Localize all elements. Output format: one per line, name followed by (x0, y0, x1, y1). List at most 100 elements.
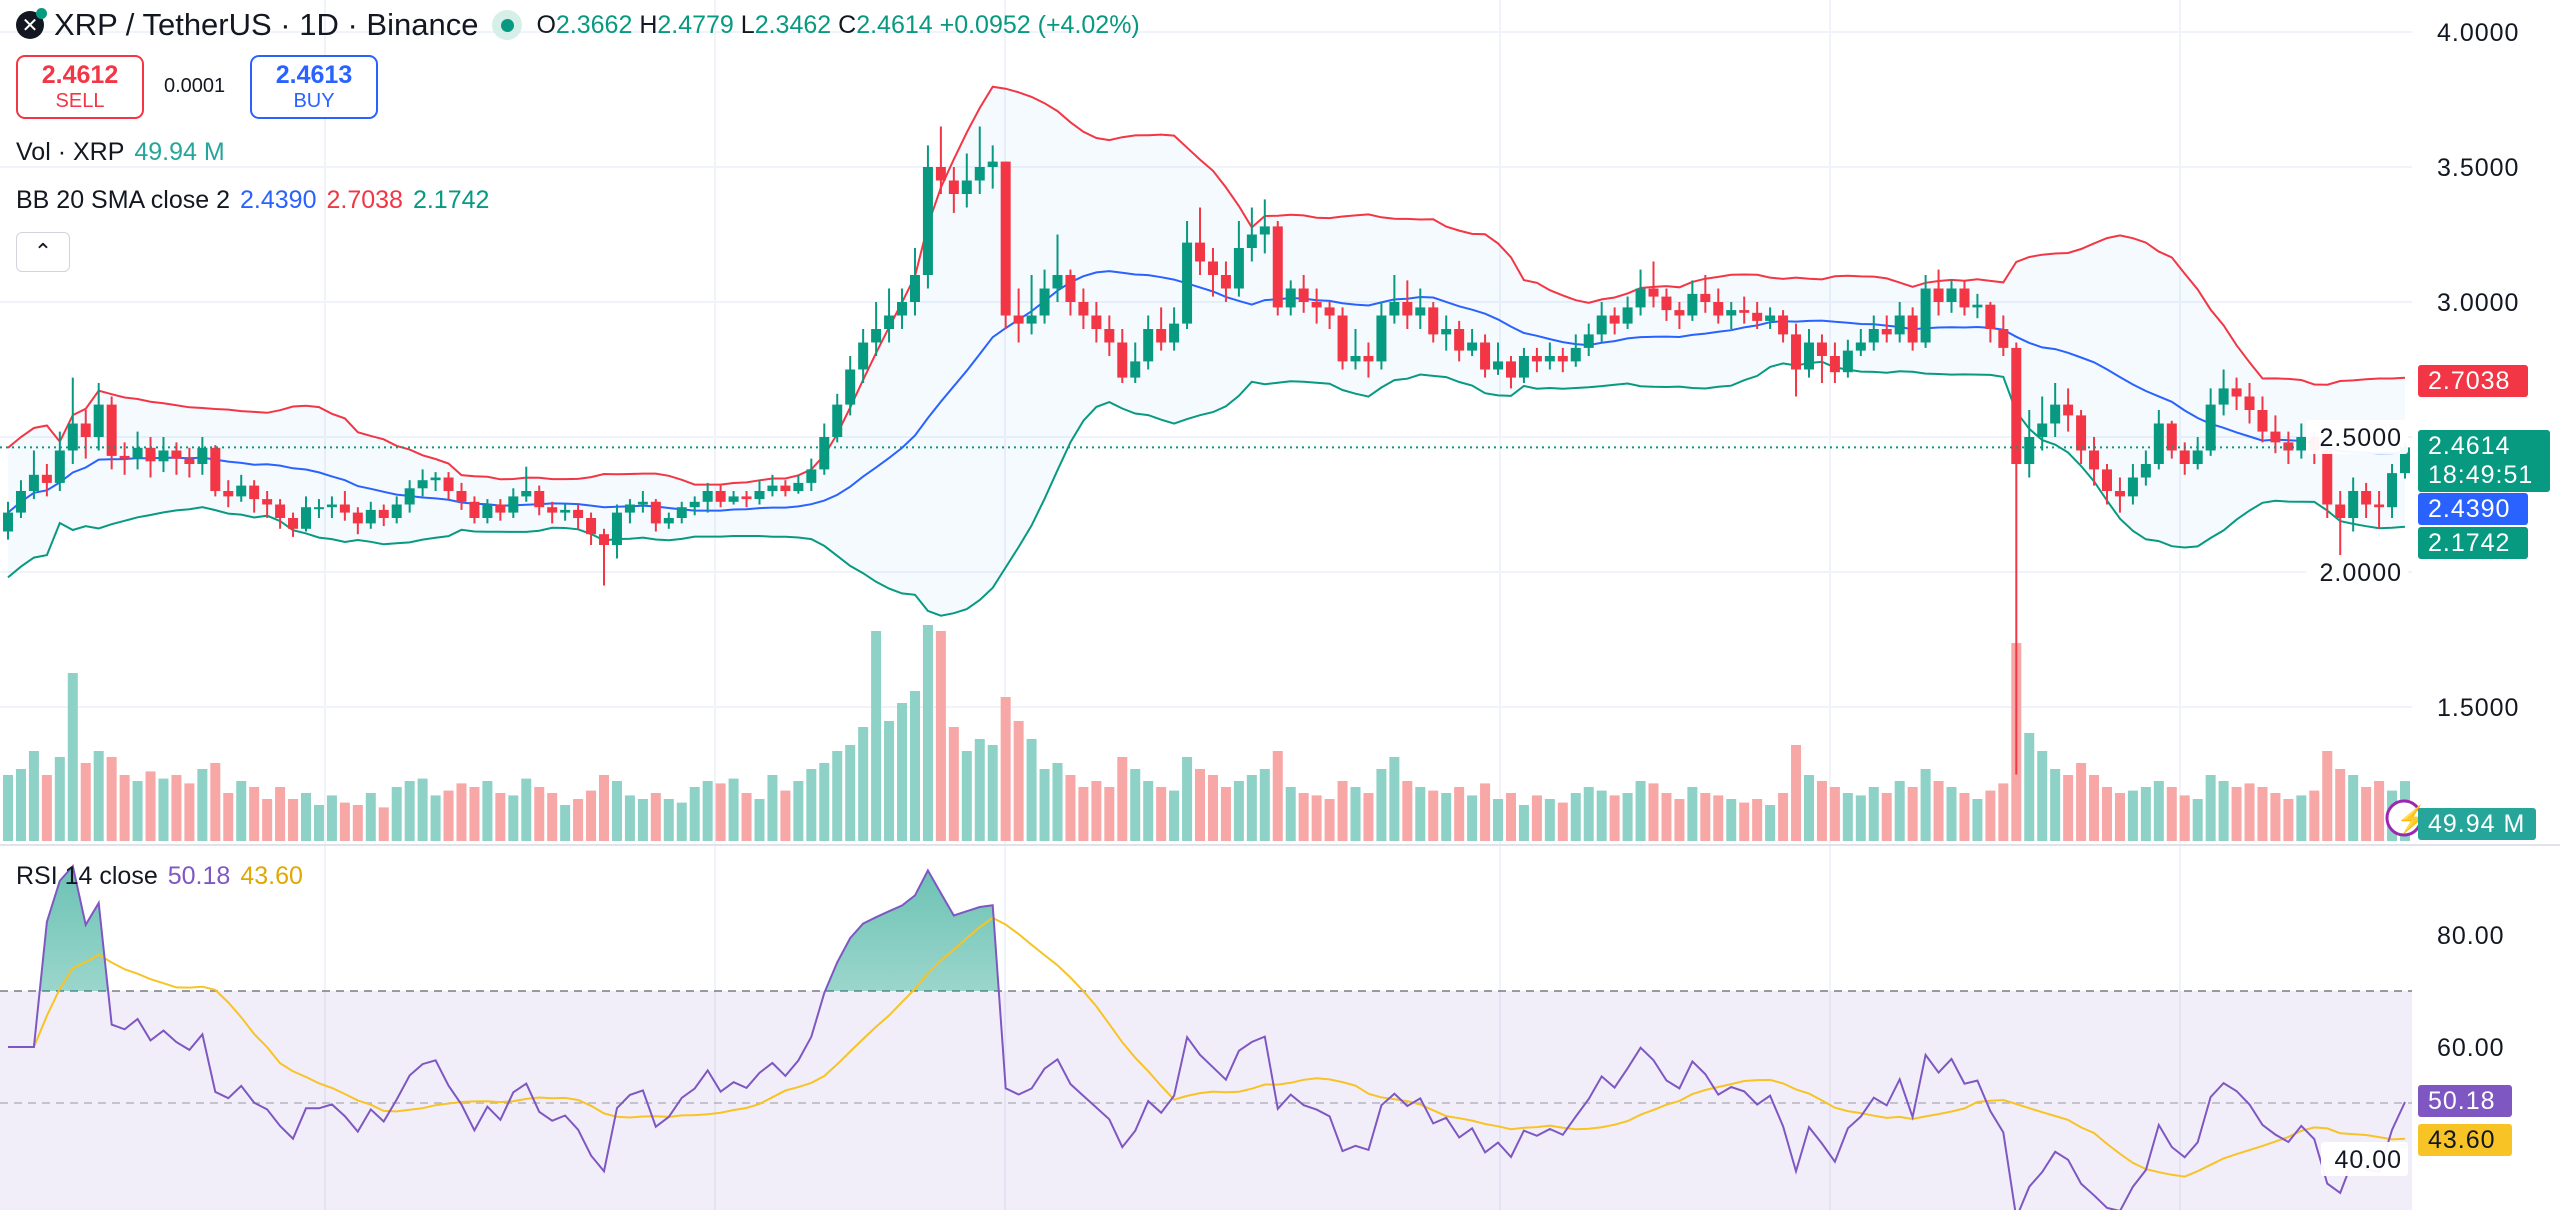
candle-body (1026, 315, 1037, 324)
candle (1402, 280, 1413, 329)
volume-bar (2089, 775, 2100, 841)
rsi-tick-label: 60.00 (2437, 1034, 2505, 1062)
candle-body (780, 485, 791, 491)
bb-legend[interactable]: BB 20 SMA close 2 2.4390 2.7038 2.1742 (16, 186, 489, 215)
candle-body (2296, 437, 2307, 451)
volume-bar (1661, 793, 1672, 841)
candle-body (974, 167, 985, 181)
candle (301, 496, 312, 532)
candle-body (1791, 334, 1802, 370)
candle (1648, 261, 1659, 308)
candle-body (41, 474, 52, 483)
volume-legend[interactable]: Vol · XRP 49.94 M (16, 138, 225, 167)
volume-bar (2244, 783, 2255, 841)
candle (1933, 269, 1944, 316)
candle (2024, 410, 2035, 478)
candle-body (1920, 288, 1931, 343)
candle (689, 496, 700, 516)
buy-button[interactable]: 2.4613 BUY (250, 55, 378, 119)
candle-body (2101, 469, 2112, 491)
candle-body (2361, 491, 2372, 505)
candle (1156, 307, 1167, 351)
candle-body (1078, 302, 1089, 316)
candle (1635, 269, 1646, 316)
candle-body (2166, 423, 2177, 451)
candle-body (1713, 302, 1724, 316)
bb-upper-value: 2.7038 (326, 186, 403, 214)
volume-bar (1311, 795, 1322, 841)
price-tick-label-chip (2306, 420, 2408, 454)
rsi-legend-value: 50.18 (167, 862, 231, 890)
volume-bar (469, 787, 480, 841)
candle (1713, 288, 1724, 324)
candle-body (236, 485, 247, 497)
candle-body (2127, 477, 2138, 497)
volume-bar (560, 805, 571, 841)
candle (1842, 339, 1853, 378)
candle-body (1635, 288, 1646, 308)
candle (1661, 288, 1672, 321)
symbol-title[interactable]: XRP / TetherUS · 1D · Binance (54, 7, 479, 42)
candle (2361, 482, 2372, 518)
candle-body (1674, 310, 1685, 316)
volume-bar (262, 799, 273, 841)
candle-body (495, 504, 506, 513)
volume-bar (676, 802, 687, 841)
candle-body (2218, 388, 2229, 405)
candle-body (93, 404, 104, 437)
volume-bar (987, 745, 998, 841)
volume-bar (793, 781, 804, 841)
candle-body (1609, 315, 1620, 324)
candle (2335, 491, 2346, 559)
candle-body (197, 447, 208, 464)
candle-body (1052, 275, 1063, 289)
candle-body (2283, 442, 2294, 451)
candle-body (443, 477, 454, 491)
candle-body (456, 491, 467, 502)
volume-bar (728, 778, 739, 841)
candle-body (1389, 302, 1400, 316)
candle-body (404, 488, 415, 505)
candle-body (1842, 350, 1853, 373)
candle-body (2322, 450, 2333, 505)
candle-body (417, 480, 428, 489)
candle-body (15, 491, 26, 513)
candle-body (1000, 161, 1011, 316)
candle-body (275, 504, 286, 518)
candle (1791, 323, 1802, 397)
volume-bar (2101, 787, 2112, 841)
candle (456, 482, 467, 510)
sell-button[interactable]: 2.4612 SELL (16, 55, 144, 119)
candle-body (676, 507, 687, 518)
candle (1480, 334, 1491, 378)
volume-bar (1648, 783, 1659, 841)
candle (2063, 388, 2074, 432)
candle-body (2348, 491, 2359, 518)
volume-bar (1259, 769, 1270, 841)
collapse-legend-button[interactable]: ⌃ (16, 232, 70, 272)
candle-body (832, 404, 843, 437)
candle-body (702, 491, 713, 502)
volume-bar (2192, 799, 2203, 841)
candle (728, 491, 739, 505)
candle (1259, 199, 1270, 254)
volume-bar (404, 781, 415, 841)
volume-bar (1104, 787, 1115, 841)
volume-bar (2037, 751, 2048, 841)
volume-bar (702, 781, 713, 841)
rsi-legend[interactable]: RSI 14 close 50.18 43.60 (16, 862, 303, 891)
candle (1117, 329, 1128, 383)
candle (819, 423, 830, 475)
price-tick-label: 3.0000 (2437, 289, 2519, 317)
volume-bar (1454, 787, 1465, 841)
volume-bar (482, 781, 493, 841)
volume-bar (2218, 781, 2229, 841)
volume-bar (236, 781, 247, 841)
volume-bar (210, 763, 221, 841)
sell-label: SELL (55, 90, 105, 112)
candle (586, 512, 597, 545)
candle (1039, 269, 1050, 324)
candle-body (119, 455, 130, 459)
candle-body (352, 512, 363, 524)
